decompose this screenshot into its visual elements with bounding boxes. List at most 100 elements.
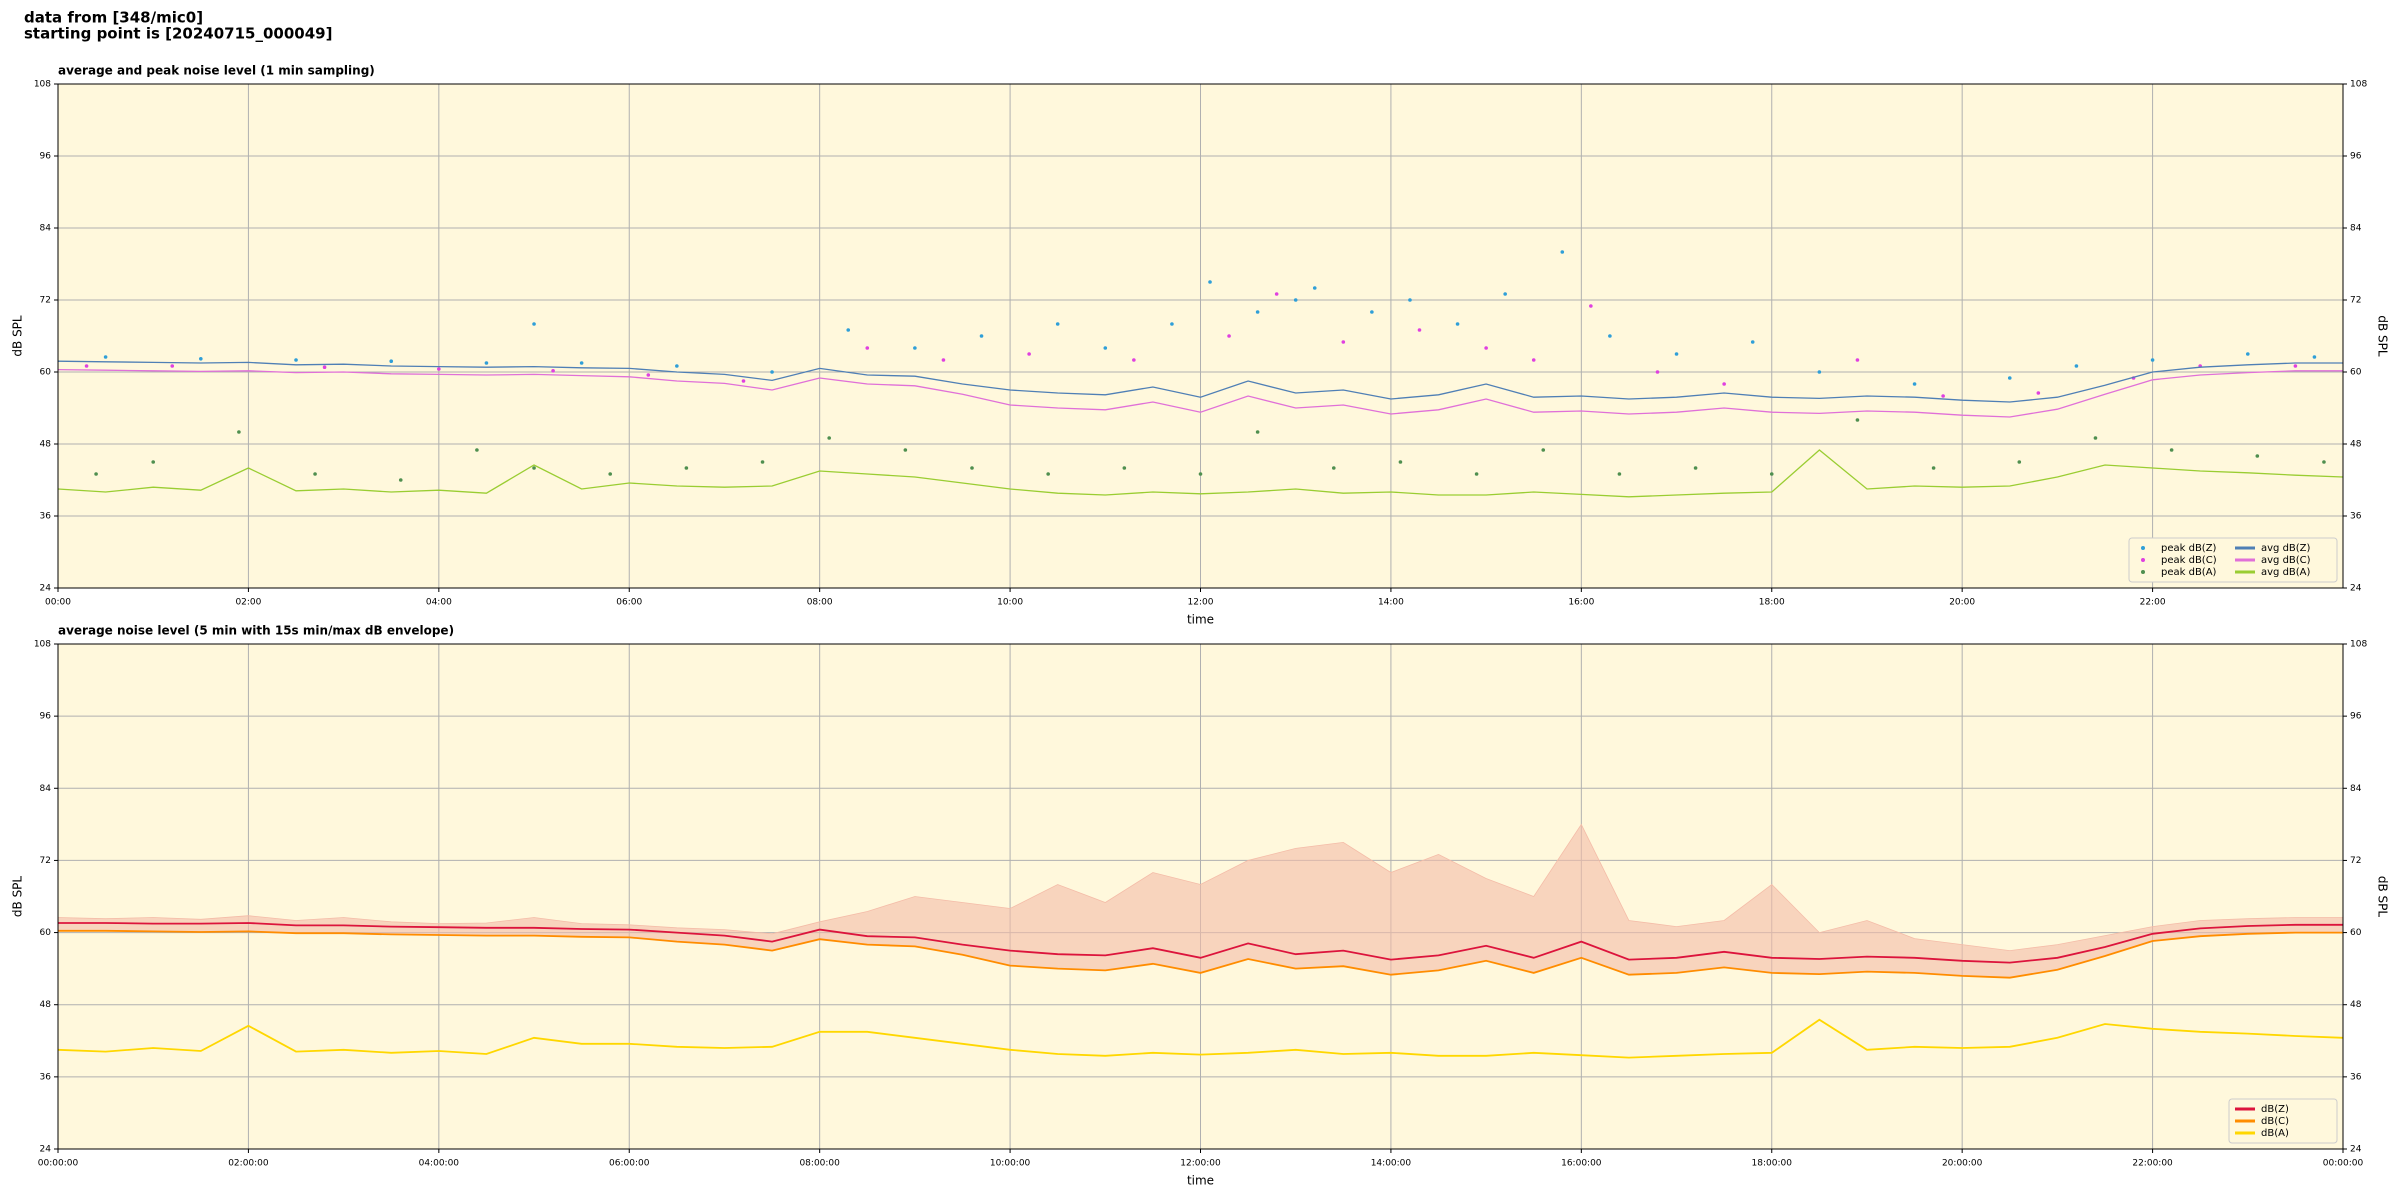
y-tick-label: 96 bbox=[40, 152, 52, 162]
peak-point bbox=[770, 370, 774, 374]
peak-point bbox=[865, 346, 870, 350]
series-line bbox=[57, 368, 2343, 418]
x-tick-label: 10:00:00 bbox=[990, 1159, 1031, 1169]
y2-tick-label: 108 bbox=[2350, 640, 2367, 650]
peak-point bbox=[1331, 466, 1336, 470]
legend-label: dB(Z) bbox=[2261, 1104, 2289, 1115]
x-tick-label: 18:00:00 bbox=[1752, 1159, 1793, 1169]
peak-point bbox=[103, 355, 108, 359]
peak-point bbox=[979, 334, 984, 338]
peak-point bbox=[741, 379, 746, 383]
y2-tick-label: 60 bbox=[2350, 928, 2362, 938]
header-source: data from [348/mic0] bbox=[24, 9, 203, 27]
y2-tick-label: 24 bbox=[2350, 1145, 2362, 1155]
peak-point bbox=[1693, 466, 1698, 470]
peak-point bbox=[1312, 286, 1317, 290]
peak-point bbox=[551, 369, 555, 373]
peak-point bbox=[532, 322, 536, 326]
peak-point bbox=[532, 466, 536, 470]
peak-point bbox=[1589, 304, 1593, 308]
peak-point bbox=[1769, 472, 1774, 476]
x-tick-label: 06:00 bbox=[616, 598, 642, 608]
peak-point bbox=[1370, 310, 1374, 314]
peak-point bbox=[1617, 472, 1622, 476]
peak-point bbox=[1208, 280, 1212, 284]
y2-axis-label: dB SPL bbox=[2376, 315, 2390, 357]
legend-label: dB(A) bbox=[2261, 1128, 2289, 1139]
peak-point bbox=[827, 436, 831, 440]
y-tick-label: 48 bbox=[40, 440, 52, 450]
peak-point bbox=[1674, 352, 1679, 356]
peak-point bbox=[1941, 394, 1945, 398]
x-tick-label: 20:00 bbox=[1949, 598, 1975, 608]
x-tick-label: 16:00:00 bbox=[1561, 1159, 1602, 1169]
y-tick-label: 72 bbox=[40, 296, 51, 306]
peak-point bbox=[970, 466, 974, 470]
peak-point bbox=[94, 472, 98, 476]
peak-point bbox=[84, 364, 89, 368]
chart-title: average and peak noise level (1 min samp… bbox=[58, 64, 375, 78]
peak-point bbox=[646, 373, 651, 377]
y-tick-label: 108 bbox=[34, 80, 51, 90]
peak-point bbox=[2322, 460, 2326, 464]
peak-point bbox=[1484, 346, 1488, 350]
plot-frame bbox=[57, 643, 2344, 1150]
peak-point bbox=[1046, 472, 1050, 476]
series-line bbox=[57, 449, 2344, 498]
peak-point bbox=[1055, 322, 1060, 326]
y-tick-label: 36 bbox=[40, 1072, 52, 1082]
peak-point bbox=[322, 365, 327, 370]
peak-point bbox=[2036, 391, 2041, 395]
peak-point bbox=[1541, 448, 1546, 452]
y-tick-label: 36 bbox=[40, 512, 52, 522]
legend-label: dB(C) bbox=[2261, 1116, 2289, 1127]
peak-point bbox=[2007, 376, 2012, 380]
y2-axis-label: dB SPL bbox=[2376, 876, 2390, 918]
y-tick-label: 60 bbox=[40, 368, 52, 378]
peak-point bbox=[1455, 322, 1460, 326]
peak-point bbox=[2017, 460, 2022, 464]
peak-point bbox=[2255, 454, 2260, 458]
y2-tick-label: 72 bbox=[2350, 856, 2361, 866]
y2-tick-label: 84 bbox=[2350, 784, 2362, 794]
plot-frame bbox=[57, 83, 2344, 589]
peak-point bbox=[1227, 334, 1231, 338]
x-tick-label: 04:00 bbox=[426, 598, 452, 608]
header-start: starting point is [20240715_000049] bbox=[24, 25, 332, 43]
y2-tick-label: 84 bbox=[2350, 224, 2362, 234]
peak-point bbox=[2169, 448, 2174, 452]
y-tick-label: 24 bbox=[40, 1145, 52, 1155]
peak-point bbox=[1341, 340, 1346, 344]
x-tick-label: 14:00 bbox=[1378, 598, 1404, 608]
y2-tick-label: 24 bbox=[2350, 584, 2362, 594]
peak-point bbox=[2245, 352, 2250, 356]
peak-point bbox=[1274, 292, 1279, 296]
peak-point bbox=[1722, 382, 1726, 386]
y2-tick-label: 96 bbox=[2350, 712, 2362, 722]
peak-point bbox=[437, 367, 441, 371]
peak-point bbox=[608, 472, 613, 476]
chart-title: average noise level (5 min with 15s min/… bbox=[58, 624, 454, 638]
y-tick-label: 84 bbox=[40, 784, 52, 794]
peak-point bbox=[313, 472, 317, 476]
peak-point bbox=[846, 328, 851, 332]
peak-point bbox=[1855, 418, 1860, 422]
x-tick-label: 10:00 bbox=[997, 598, 1023, 608]
series-line bbox=[58, 929, 2343, 979]
x-tick-label: 12:00 bbox=[1188, 598, 1214, 608]
peak-point bbox=[484, 361, 489, 365]
x-tick-label: 22:00:00 bbox=[2132, 1159, 2173, 1169]
peak-point bbox=[1608, 334, 1612, 338]
y-tick-label: 72 bbox=[40, 856, 51, 866]
peak-point bbox=[1132, 358, 1136, 362]
peak-point bbox=[1255, 310, 1260, 314]
y-tick-label: 48 bbox=[40, 1000, 52, 1010]
x-tick-label: 08:00 bbox=[807, 598, 833, 608]
peak-point bbox=[1655, 370, 1660, 374]
y2-tick-label: 36 bbox=[2350, 1072, 2362, 1082]
peak-point bbox=[2150, 358, 2155, 362]
peak-point bbox=[170, 364, 175, 368]
series-line bbox=[57, 360, 2343, 403]
legend-marker bbox=[2141, 558, 2145, 562]
